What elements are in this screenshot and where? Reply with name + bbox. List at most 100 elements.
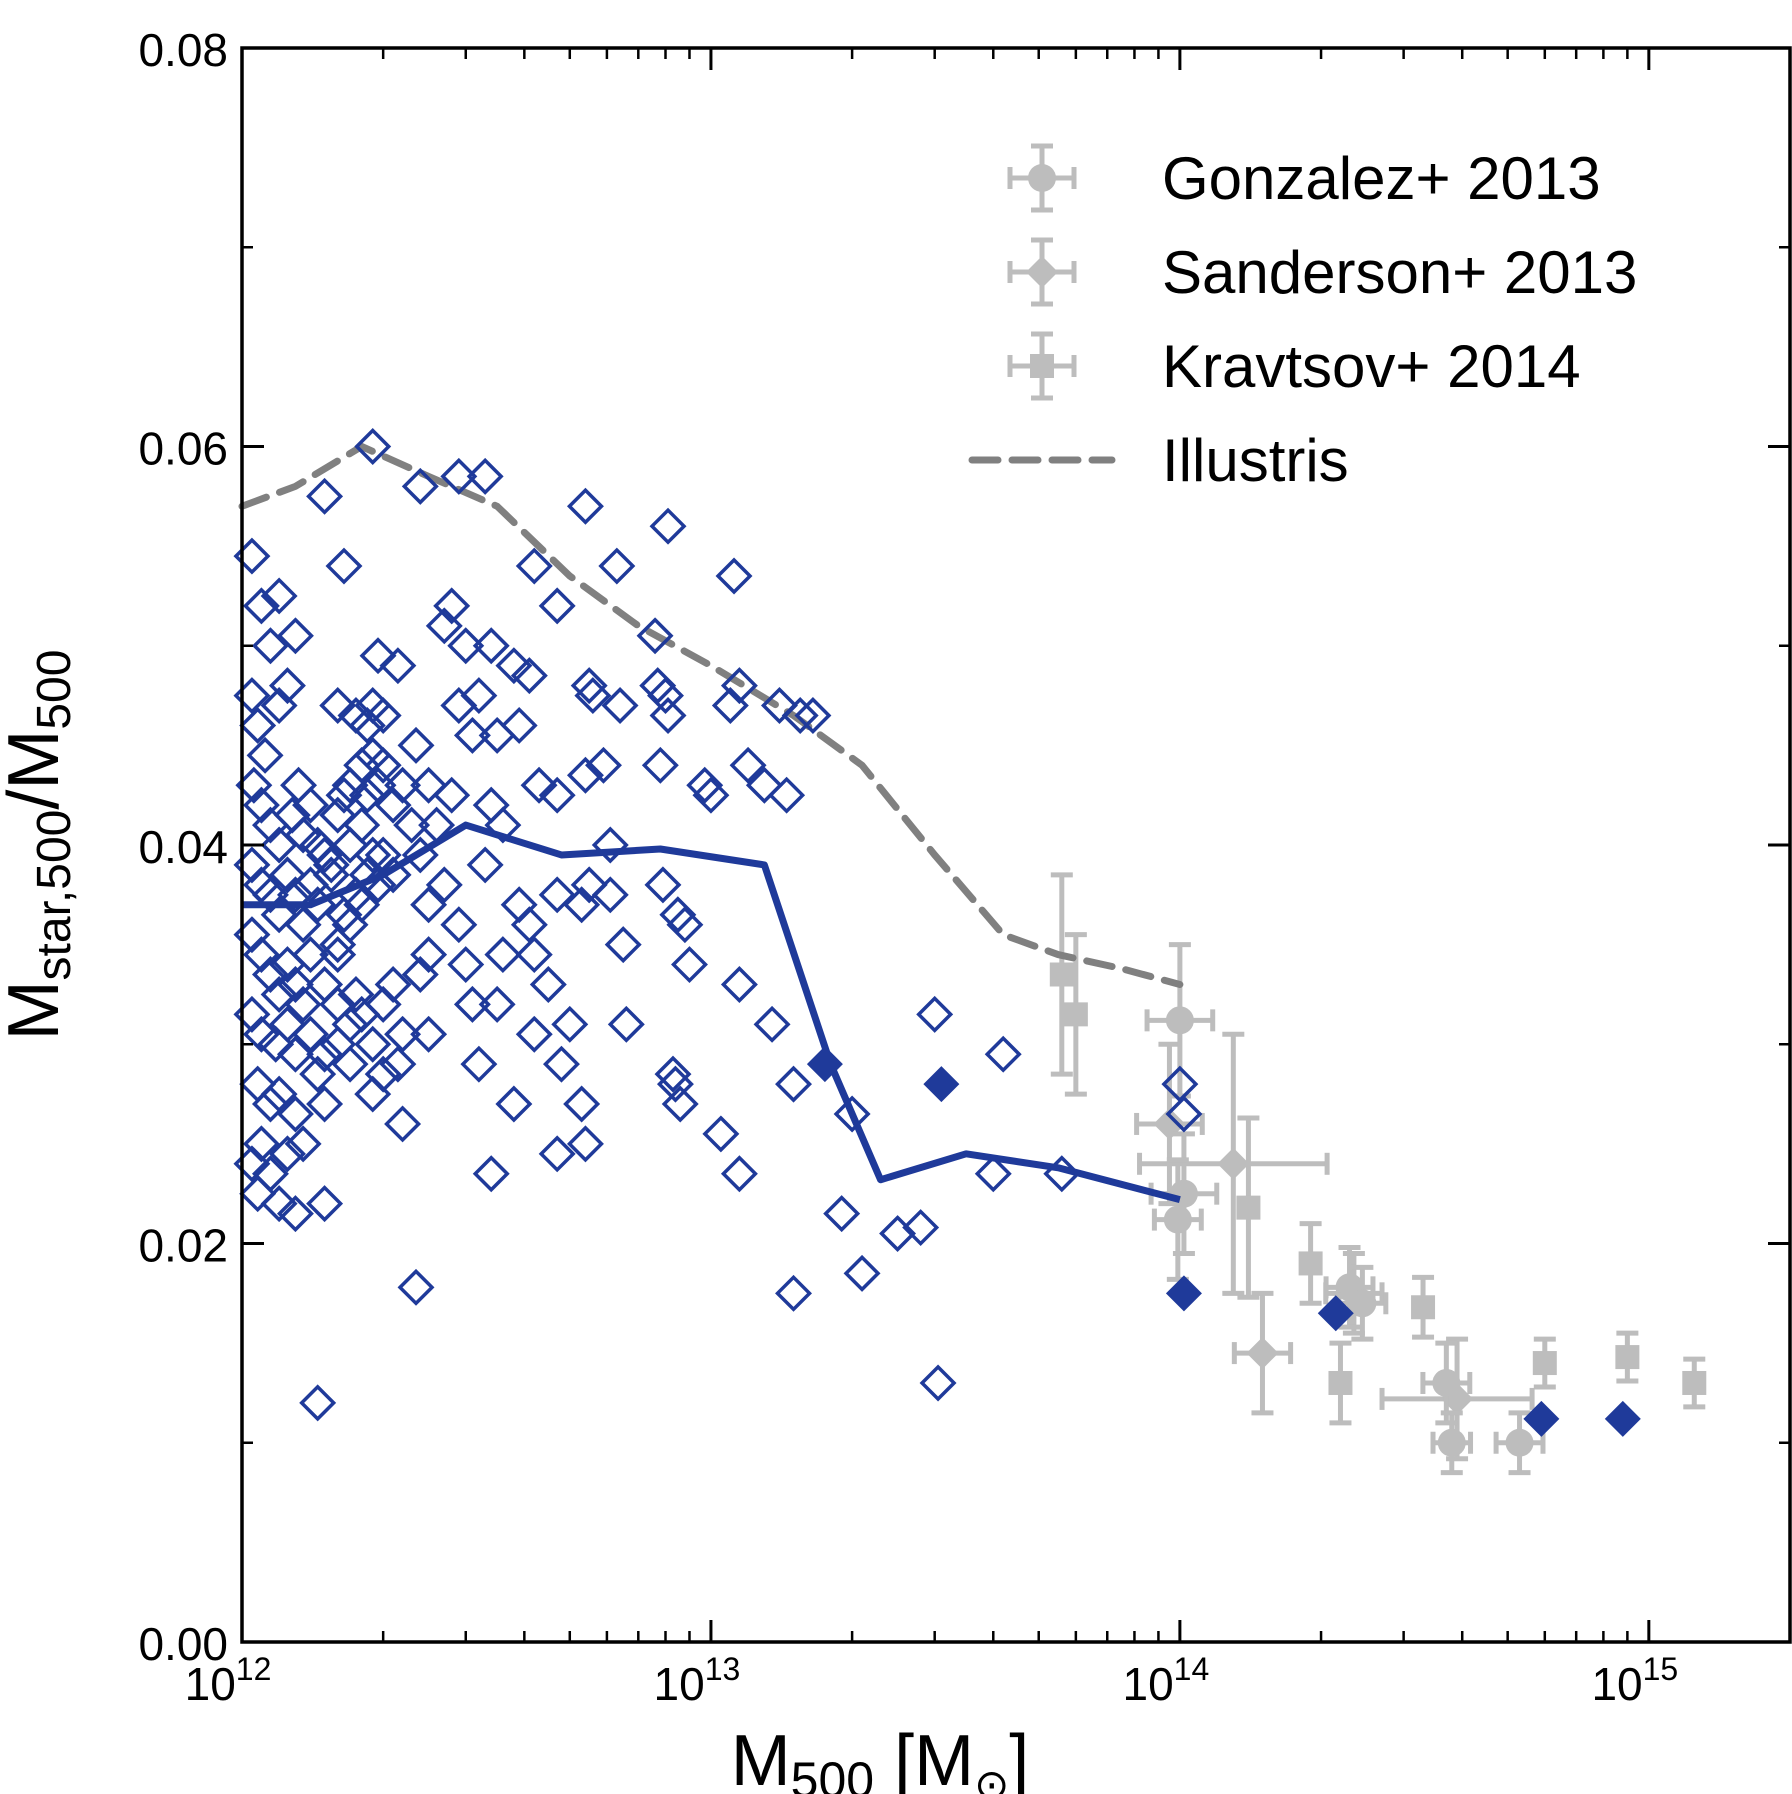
simulation-point [720,1155,758,1193]
simulation-point [500,886,538,924]
simulation-point [566,756,604,794]
simulation-point [260,1075,298,1113]
simulation-point [656,1065,694,1103]
y-axis-label-slash: /M [0,730,74,810]
simulation-point [268,1005,306,1043]
simulation-point [343,886,381,924]
simulation-point [425,607,463,645]
simulation-point [495,647,533,685]
sanderson-point [1246,1337,1279,1370]
simulation-point [538,776,576,814]
simulation-point [538,876,576,914]
simulation-point [794,697,832,734]
simulation-point [354,736,392,774]
simulation-point [484,936,522,974]
x-tick-base: 10 [1591,1658,1642,1710]
x-axis-label: M500 [M⊙] [731,1721,1030,1794]
simulation-point [354,1075,392,1113]
legend: Gonzalez+ 2013 Sanderson+ 2013 Kravtsov+ 2… [968,143,1637,494]
simulation-point [902,1209,940,1247]
simulation-point [447,627,485,665]
simulation-point [768,776,806,814]
simulation-point [242,1125,280,1163]
simulation-point [359,637,397,675]
simulation-point [666,906,704,944]
y-tick-label: 0.06 [138,423,228,475]
x-tick-exponent: 15 [1643,1651,1679,1687]
legend-sanderson-swatch [1026,256,1058,288]
y-tick-label: 0.08 [138,24,228,76]
gonzalez-point [1163,1205,1192,1234]
simulation-point [306,477,344,515]
kravtsov-point [1328,1370,1353,1395]
simulation-point [745,766,783,804]
simulation-point [538,587,576,625]
simulation-point [484,806,522,844]
simulation-point [601,687,639,724]
simulation-point [348,776,386,814]
simulation-point [644,866,682,904]
simulation-cluster-point [1317,1295,1354,1332]
x-tick-label: 1013 [654,1651,741,1710]
simulation-median-line [242,821,1181,1204]
simulation-point [306,1035,344,1073]
simulation-point [306,1185,344,1223]
x-axis-label-main: M [731,1721,791,1794]
simulation-point [393,806,431,844]
x-tick-exponent: 14 [1174,1651,1210,1687]
gonzalez-point [1505,1428,1534,1457]
simulation-point [460,677,498,715]
legend-kravtsov-swatch [1030,354,1054,378]
observational-data [1049,872,1707,1476]
simulation-point [379,647,417,685]
simulation-point [472,786,510,824]
kravtsov-point [1049,962,1074,987]
simulation-point [260,975,298,1013]
simulation-point [495,1085,533,1123]
simulation-point [654,1055,692,1093]
simulation-point [879,1215,917,1253]
simulation-point [500,706,538,744]
simulation-point [775,1065,812,1103]
simulation-point [692,776,730,814]
simulation-point [720,667,758,705]
x-tick-exponent: 12 [236,1651,272,1687]
simulation-point [284,1125,322,1163]
simulation-point [760,687,798,724]
x-tick-label: 1014 [1123,1651,1210,1710]
simulation-point [284,906,322,944]
simulation-point [325,547,363,585]
simulation-point [397,1268,435,1306]
simulation-point [331,1005,369,1043]
x-tick-label: 1015 [1591,1651,1678,1710]
simulation-point [659,896,697,934]
simulation-point [538,1135,576,1173]
simulation-point [607,1005,645,1043]
illustris-curve [238,442,1184,988]
simulation-point [319,687,357,724]
gonzalez-point [1165,1006,1194,1035]
simulation-point [641,746,679,784]
simulation-point [566,487,604,525]
simulation-point [551,1005,589,1043]
simulation-point [529,966,567,1003]
legend-label: Illustris [1162,427,1349,494]
simulation-point [984,1035,1022,1073]
simulation-point [354,1025,392,1063]
simulation-point [384,1015,422,1053]
x-axis-label-unit: [M [874,1721,974,1794]
simulation-point [359,766,397,804]
simulation-point [823,1195,861,1233]
simulation-point [425,866,463,904]
simulation-point [686,766,724,804]
simulation-point [466,457,504,495]
simulation-point [260,896,298,934]
simulation-point [591,876,629,914]
simulation-point [299,1055,337,1093]
simulation-point [276,966,314,1003]
simulation-point [1165,1095,1203,1133]
x-tick-base: 10 [185,1658,236,1710]
simulation-cluster-point [806,1046,843,1083]
simulation-point [276,1035,314,1073]
